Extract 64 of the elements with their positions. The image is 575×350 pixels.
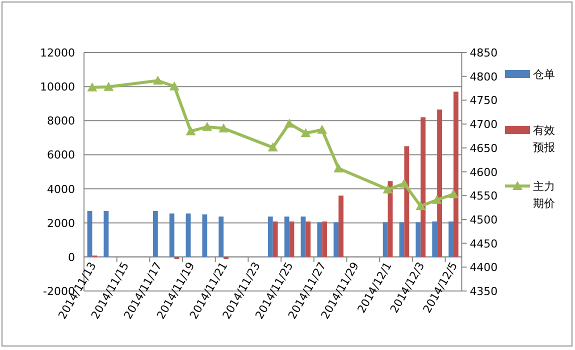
bar bbox=[272, 221, 278, 257]
bar bbox=[432, 221, 438, 257]
bar bbox=[317, 222, 322, 257]
point bbox=[152, 76, 163, 85]
y-tick-label: 10000 bbox=[40, 80, 75, 94]
bar bbox=[448, 221, 454, 257]
point bbox=[186, 126, 196, 136]
y2-tick-label: 4750 bbox=[470, 94, 498, 108]
bar bbox=[152, 210, 158, 257]
y2-tick-label: 4650 bbox=[470, 142, 498, 155]
y-tick-label: 2000 bbox=[47, 216, 75, 230]
legend-label: 主力期价 bbox=[533, 180, 555, 210]
bar bbox=[437, 110, 442, 257]
y-tick-label: 12000 bbox=[40, 46, 75, 60]
point bbox=[169, 81, 180, 90]
y-tick-label: 4000 bbox=[47, 182, 75, 196]
bar bbox=[186, 213, 191, 257]
bar bbox=[322, 221, 328, 257]
bar bbox=[420, 117, 426, 257]
bar bbox=[104, 210, 109, 257]
y2-tick-label: 4350 bbox=[470, 285, 498, 298]
point bbox=[334, 163, 344, 172]
point bbox=[448, 189, 458, 198]
y2-tick-label: 4550 bbox=[470, 190, 498, 203]
bar bbox=[334, 222, 339, 257]
y2-tick-label: 4500 bbox=[470, 213, 498, 226]
point bbox=[218, 123, 229, 132]
y2-tick-label: 4800 bbox=[470, 70, 498, 84]
point bbox=[399, 178, 410, 188]
bar bbox=[169, 213, 174, 257]
bar bbox=[382, 222, 388, 257]
point bbox=[268, 142, 278, 152]
y-tick-label: 6000 bbox=[47, 148, 75, 162]
bar bbox=[399, 222, 404, 257]
y2-tick-label: 4450 bbox=[470, 237, 498, 250]
legend-label: 有效预报 bbox=[533, 124, 555, 154]
bar bbox=[416, 222, 421, 257]
bar bbox=[289, 221, 294, 257]
point bbox=[317, 124, 328, 134]
bar bbox=[268, 216, 273, 257]
bar bbox=[284, 216, 290, 257]
point bbox=[87, 82, 98, 92]
bar bbox=[338, 196, 344, 257]
bar bbox=[306, 221, 311, 257]
point bbox=[202, 122, 212, 131]
point bbox=[382, 184, 393, 194]
bar bbox=[300, 216, 306, 257]
bar bbox=[202, 214, 208, 257]
legend-label: 仓单 bbox=[533, 68, 555, 81]
y2-tick-label: 4700 bbox=[470, 118, 498, 132]
y-tick-label: 0 bbox=[68, 250, 75, 264]
point bbox=[284, 118, 294, 128]
bar bbox=[218, 216, 224, 257]
y2-tick-label: 4850 bbox=[470, 46, 498, 60]
y2-tick-label: 4400 bbox=[470, 261, 498, 274]
bar bbox=[453, 92, 458, 257]
bar bbox=[404, 146, 410, 257]
point bbox=[416, 201, 426, 210]
y-tick-label: 8000 bbox=[47, 114, 75, 128]
point bbox=[104, 82, 114, 91]
point bbox=[432, 194, 442, 204]
point bbox=[300, 128, 311, 138]
bar bbox=[87, 210, 92, 257]
y2-tick-label: 4600 bbox=[470, 166, 498, 179]
